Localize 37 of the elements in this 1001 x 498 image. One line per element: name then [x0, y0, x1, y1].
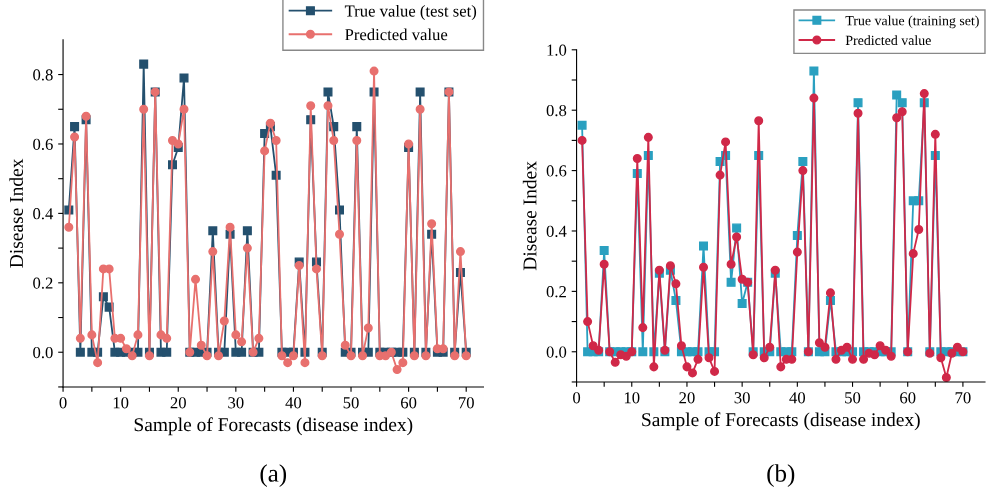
legend-label: Predicted value	[345, 28, 448, 41]
y-tick-label: 0.2	[33, 277, 53, 289]
y-axis-title: Disease Index	[522, 161, 537, 271]
x-tick-label: 60	[900, 392, 916, 404]
y-tick-label: 1.0	[547, 44, 567, 56]
y-tick-label: 0.8	[33, 69, 53, 81]
x-tick-label: 70	[955, 392, 971, 404]
x-tick-label: 60	[401, 397, 417, 409]
x-tick-label: 40	[789, 392, 806, 404]
x-tick-label: 0	[573, 392, 581, 404]
y-tick-label: 0.6	[33, 138, 53, 150]
y-tick-label: 0.0	[33, 346, 53, 359]
x-tick-label: 30	[228, 397, 244, 409]
y-tick-label: 0.0	[546, 346, 567, 358]
legend-label: Predicted value	[845, 35, 931, 46]
x-tick-label: 40	[285, 397, 302, 409]
text: (a)	[260, 464, 287, 487]
x-tick-label: 0	[59, 397, 67, 409]
y-axis-title: Disease Index	[9, 158, 23, 268]
y-tick-label: 0.4	[546, 225, 567, 237]
x-tick-label: 70	[458, 397, 474, 409]
x-tick-label: 50	[845, 392, 861, 404]
x-tick-label: 20	[170, 397, 186, 409]
x-tick-label: 10	[624, 392, 640, 404]
legend-label: True value (test set)	[344, 4, 477, 21]
y-tick-label: 0.6	[546, 165, 567, 177]
y-tick-label: 0.4	[33, 208, 54, 220]
legend-label: True value (training set)	[845, 15, 979, 29]
y-tick-label: 0.8	[546, 104, 567, 117]
y-tick-label: 0.2	[546, 286, 566, 298]
x-tick-label: 50	[343, 397, 359, 409]
text: (b)	[767, 464, 795, 487]
x-tick-label: 20	[679, 392, 695, 404]
x-tick-label: 10	[113, 397, 129, 409]
x-axis-title: Sample of Forecasts (disease index)	[642, 412, 920, 431]
x-tick-label: 30	[734, 392, 750, 404]
x-axis-title: Sample of Forecasts (disease index)	[134, 417, 413, 436]
